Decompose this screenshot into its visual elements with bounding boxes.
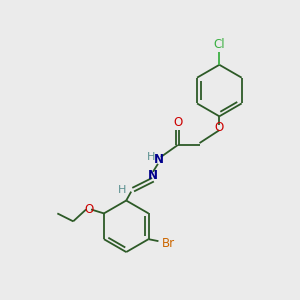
Text: H: H <box>118 184 126 195</box>
Text: N: N <box>154 153 164 167</box>
Text: Cl: Cl <box>214 38 225 51</box>
Text: Br: Br <box>161 237 175 250</box>
Text: O: O <box>215 121 224 134</box>
Text: H: H <box>147 152 155 162</box>
Text: N: N <box>148 169 158 182</box>
Text: O: O <box>84 203 94 216</box>
Text: O: O <box>173 116 182 129</box>
